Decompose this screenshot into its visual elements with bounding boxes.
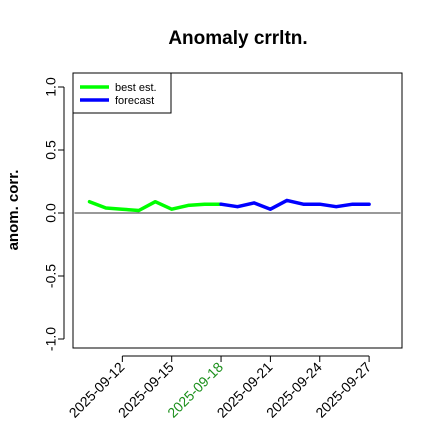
axes-layer: -1.0-0.50.00.51.02025-09-122025-09-15202… (43, 77, 375, 421)
y-tick-label: -0.5 (43, 264, 59, 288)
legend-label: forecast (115, 95, 154, 107)
legend-label: best est. (115, 82, 157, 94)
y-tick-label: 0.0 (43, 203, 59, 223)
y-tick-label: 0.5 (43, 140, 59, 160)
plot-frame (72, 72, 403, 349)
legend-box (72, 72, 172, 114)
marks-layer (74, 198, 401, 214)
y-tick-label: -1.0 (43, 327, 59, 351)
series-line-forecast (219, 198, 371, 211)
legend-items: best est.forecast (80, 82, 157, 107)
legend: best est.forecast (72, 72, 172, 114)
chart-title: Anomaly crrltn. (168, 28, 307, 49)
y-tick-label: 1.0 (43, 77, 59, 97)
y-axis-label: anom. corr. (5, 170, 22, 251)
series-line-best-est (87, 199, 223, 213)
